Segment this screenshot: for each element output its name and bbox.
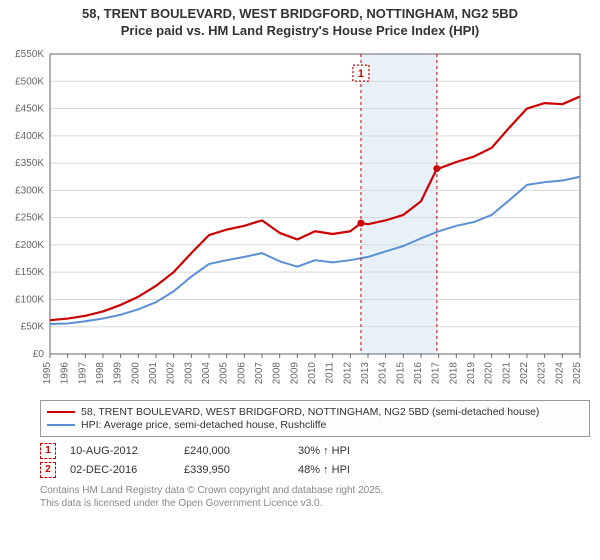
svg-text:2016: 2016 xyxy=(413,361,424,384)
svg-text:2025: 2025 xyxy=(572,361,583,384)
sale-delta: 48% ↑ HPI xyxy=(298,464,398,476)
svg-text:2018: 2018 xyxy=(448,361,459,384)
svg-text:1998: 1998 xyxy=(95,361,106,384)
sale-date: 02-DEC-2016 xyxy=(70,464,170,476)
chart-title: 58, TRENT BOULEVARD, WEST BRIDGFORD, NOT… xyxy=(0,0,600,40)
svg-text:£150K: £150K xyxy=(15,267,44,278)
svg-text:£300K: £300K xyxy=(15,185,44,196)
sale-records: 1 10-AUG-2012 £240,000 30% ↑ HPI 2 02-DE… xyxy=(40,443,590,478)
line-chart-svg: £0 £50K £100K £150K £200K £250K £300K £350K £400… xyxy=(0,44,590,394)
legend-label-hpi: HPI: Average price, semi-detached house,… xyxy=(81,419,326,431)
svg-text:2012: 2012 xyxy=(342,361,353,384)
svg-text:£50K: £50K xyxy=(21,322,45,333)
svg-text:2001: 2001 xyxy=(148,361,159,384)
svg-text:2011: 2011 xyxy=(325,361,336,383)
svg-text:£550K: £550K xyxy=(15,49,44,60)
attribution-line-1: Contains HM Land Registry data © Crown c… xyxy=(40,484,590,497)
svg-text:£250K: £250K xyxy=(15,212,44,223)
svg-text:2023: 2023 xyxy=(537,361,548,384)
svg-text:2014: 2014 xyxy=(378,361,389,384)
sale-price: £240,000 xyxy=(184,445,284,457)
svg-text:2002: 2002 xyxy=(166,361,177,384)
svg-text:1: 1 xyxy=(358,68,364,80)
svg-text:1995: 1995 xyxy=(42,361,53,384)
sale-marker-2: 2 xyxy=(40,462,56,478)
svg-text:2005: 2005 xyxy=(219,361,230,384)
svg-text:2007: 2007 xyxy=(254,361,265,384)
svg-text:2024: 2024 xyxy=(554,361,565,384)
legend-swatch-hpi xyxy=(47,424,75,426)
svg-text:2008: 2008 xyxy=(272,361,283,384)
sale-marker-1: 1 xyxy=(40,443,56,459)
svg-text:2006: 2006 xyxy=(236,361,247,384)
svg-text:2019: 2019 xyxy=(466,361,477,384)
svg-text:1997: 1997 xyxy=(77,361,88,384)
svg-text:2004: 2004 xyxy=(201,361,212,384)
svg-text:2009: 2009 xyxy=(289,361,300,384)
svg-text:2000: 2000 xyxy=(130,361,141,384)
legend-row-hpi: HPI: Average price, semi-detached house,… xyxy=(47,419,583,431)
attribution-line-2: This data is licensed under the Open Gov… xyxy=(40,497,590,510)
svg-text:£100K: £100K xyxy=(15,294,44,305)
svg-text:£350K: £350K xyxy=(15,158,44,169)
title-line-1: 58, TRENT BOULEVARD, WEST BRIDGFORD, NOT… xyxy=(0,6,600,23)
svg-text:2015: 2015 xyxy=(395,361,406,384)
svg-text:2020: 2020 xyxy=(484,361,495,384)
legend-swatch-property xyxy=(47,411,75,413)
svg-text:2013: 2013 xyxy=(360,361,371,384)
sale-date: 10-AUG-2012 xyxy=(70,445,170,457)
sale-row: 2 02-DEC-2016 £339,950 48% ↑ HPI xyxy=(40,462,590,478)
svg-text:£500K: £500K xyxy=(15,76,44,87)
svg-text:£200K: £200K xyxy=(15,240,44,251)
chart-area: £0 £50K £100K £150K £200K £250K £300K £350K £400… xyxy=(0,44,590,394)
attribution: Contains HM Land Registry data © Crown c… xyxy=(40,484,590,510)
sale-delta: 30% ↑ HPI xyxy=(298,445,398,457)
legend-label-property: 58, TRENT BOULEVARD, WEST BRIDGFORD, NOT… xyxy=(81,406,539,418)
sale-price: £339,950 xyxy=(184,464,284,476)
sale-row: 1 10-AUG-2012 £240,000 30% ↑ HPI xyxy=(40,443,590,459)
chart-container: 58, TRENT BOULEVARD, WEST BRIDGFORD, NOT… xyxy=(0,0,600,560)
legend-row-property: 58, TRENT BOULEVARD, WEST BRIDGFORD, NOT… xyxy=(47,406,583,418)
svg-text:1999: 1999 xyxy=(113,361,124,384)
title-line-2: Price paid vs. HM Land Registry's House … xyxy=(0,23,600,40)
svg-text:2003: 2003 xyxy=(183,361,194,384)
legend: 58, TRENT BOULEVARD, WEST BRIDGFORD, NOT… xyxy=(40,400,590,437)
svg-text:2010: 2010 xyxy=(307,361,318,384)
svg-text:2022: 2022 xyxy=(519,361,530,384)
svg-text:£0: £0 xyxy=(33,349,45,360)
svg-text:£450K: £450K xyxy=(15,103,44,114)
svg-text:£400K: £400K xyxy=(15,131,44,142)
svg-text:1996: 1996 xyxy=(60,361,71,384)
svg-text:2021: 2021 xyxy=(501,361,512,384)
svg-text:2017: 2017 xyxy=(431,361,442,384)
